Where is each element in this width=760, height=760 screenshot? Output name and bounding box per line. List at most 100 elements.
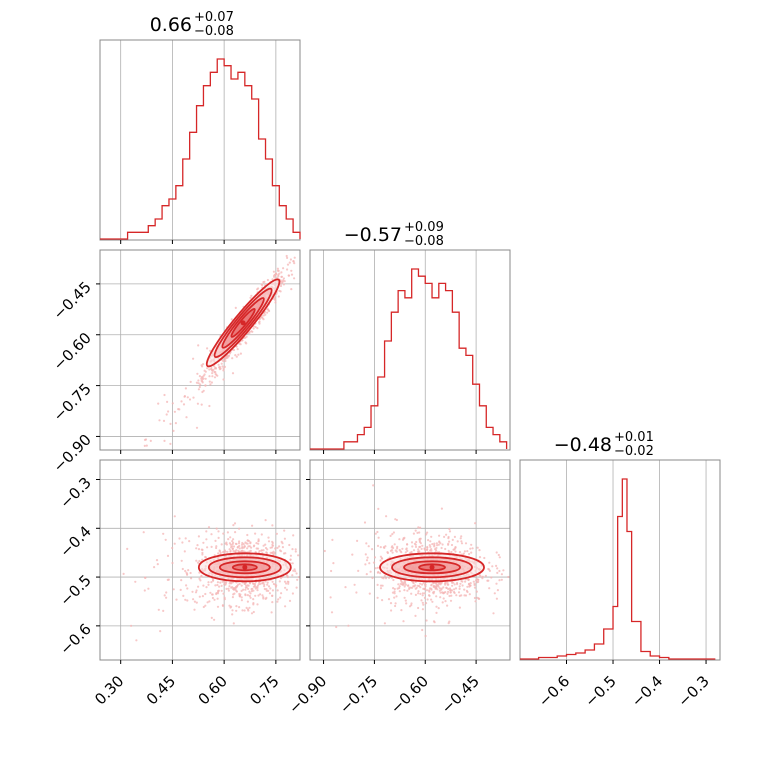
panel-1-point (281, 280, 284, 283)
panel-3-point (198, 571, 201, 574)
panel-1-point (279, 282, 282, 285)
panel-4-point (329, 596, 332, 599)
panel-1-point (165, 413, 168, 416)
panel-3-point (252, 545, 255, 548)
panel-1-point (276, 269, 279, 272)
panel-3-point (164, 538, 167, 541)
panel-4-point (472, 580, 475, 583)
panel-3-point (228, 585, 231, 588)
panel-1-point (206, 347, 209, 350)
panel-3-point (224, 583, 227, 586)
panel-4-point (421, 583, 424, 586)
panel-4-point (474, 600, 477, 603)
panel-1-point (143, 438, 147, 441)
panel-3-point (292, 569, 295, 572)
panel-4-point (368, 562, 371, 565)
panel-1-point (248, 330, 251, 333)
panel-3-point (248, 606, 251, 609)
panel-3-point (192, 598, 195, 601)
panel-4-point (456, 581, 459, 585)
panel-3-point (186, 573, 189, 576)
panel-4-point (430, 548, 433, 551)
panel-3-point (210, 545, 213, 549)
panel-1-frame (99, 249, 301, 451)
panel-3-point (201, 551, 204, 555)
panel-4-point (462, 552, 465, 555)
panel-3-point (269, 587, 272, 590)
panel-3-point (216, 597, 219, 600)
panel-4-point (379, 572, 382, 575)
panel-4-point (424, 634, 427, 638)
panel-1-point (234, 306, 237, 309)
panel-3-point (235, 605, 238, 608)
panel-3-point (288, 599, 292, 603)
panel-1-point (198, 375, 201, 378)
panel-3-point (217, 552, 220, 555)
panel-4-point (496, 571, 499, 575)
panel-3-point (228, 548, 231, 551)
panel-3-point (258, 581, 261, 584)
panel-3-point (222, 592, 225, 595)
panel-1-point (290, 273, 294, 276)
panel-3-point (277, 598, 280, 601)
panel-1-point (236, 348, 239, 351)
panel-3-point (216, 581, 219, 584)
panel-3-point (246, 533, 249, 537)
panel-4-point (456, 540, 459, 543)
panel-3-point (122, 572, 125, 576)
panel-3-point (227, 538, 230, 541)
panel-4-point (390, 549, 394, 552)
panel-3-point (173, 515, 176, 518)
panel-3-point (221, 580, 224, 583)
panel-3-point (283, 580, 287, 583)
panel-4-point (471, 547, 474, 550)
panel-4-point (390, 609, 393, 612)
panel-3-point (228, 542, 231, 545)
panel-4-point (379, 555, 382, 558)
panel-4-point (425, 589, 429, 592)
panel-3-point (249, 592, 252, 595)
panel-4-point (478, 549, 481, 552)
panel-3-point (178, 537, 181, 540)
panel-4-point (449, 599, 453, 602)
panel-3-point (235, 609, 238, 612)
panel-4-point (393, 543, 396, 546)
panel-3-point (231, 609, 234, 612)
panel-1-point (184, 387, 187, 390)
panel-4-point (381, 584, 384, 587)
panel-3-point (286, 574, 289, 578)
panel-3-point (228, 604, 231, 607)
panel-4-point (497, 553, 500, 557)
panel-3-point (291, 574, 294, 577)
panel-4-point (386, 551, 389, 554)
panel-0-title-minus: −0.08 (194, 24, 234, 39)
panel-4-point (500, 578, 503, 581)
panel-4-point (451, 581, 454, 584)
panel-3-xtick-label-3: 0.75 (246, 672, 282, 708)
panel-4-point (469, 547, 472, 550)
panel-3-point (243, 545, 246, 548)
panel-3-point (231, 581, 234, 584)
panel-3-point (252, 598, 255, 601)
panel-1-point (286, 268, 289, 271)
panel-4-point (395, 550, 398, 553)
panel-4-point (423, 583, 426, 586)
panel-3-point (213, 598, 216, 601)
panel-1-point (222, 367, 225, 370)
panel-3-point (201, 553, 204, 556)
panel-1-point (173, 410, 176, 413)
panel-4-point (408, 605, 412, 608)
panel-3-point (240, 596, 243, 599)
panel-3-point (221, 604, 224, 607)
panel-3-point (275, 584, 278, 587)
panel-4-point (381, 576, 384, 579)
panel-3-point (273, 552, 276, 555)
panel-4-point (447, 590, 450, 594)
panel-1-point (266, 278, 269, 282)
panel-3-point (217, 530, 220, 533)
panel-3-point (219, 581, 222, 584)
panel-3-ytick-label-3: −0.6 (56, 620, 94, 658)
panel-3-ytick-label-2: −0.5 (56, 571, 94, 609)
panel-4-point (496, 589, 499, 592)
panel-4-point (391, 591, 395, 594)
